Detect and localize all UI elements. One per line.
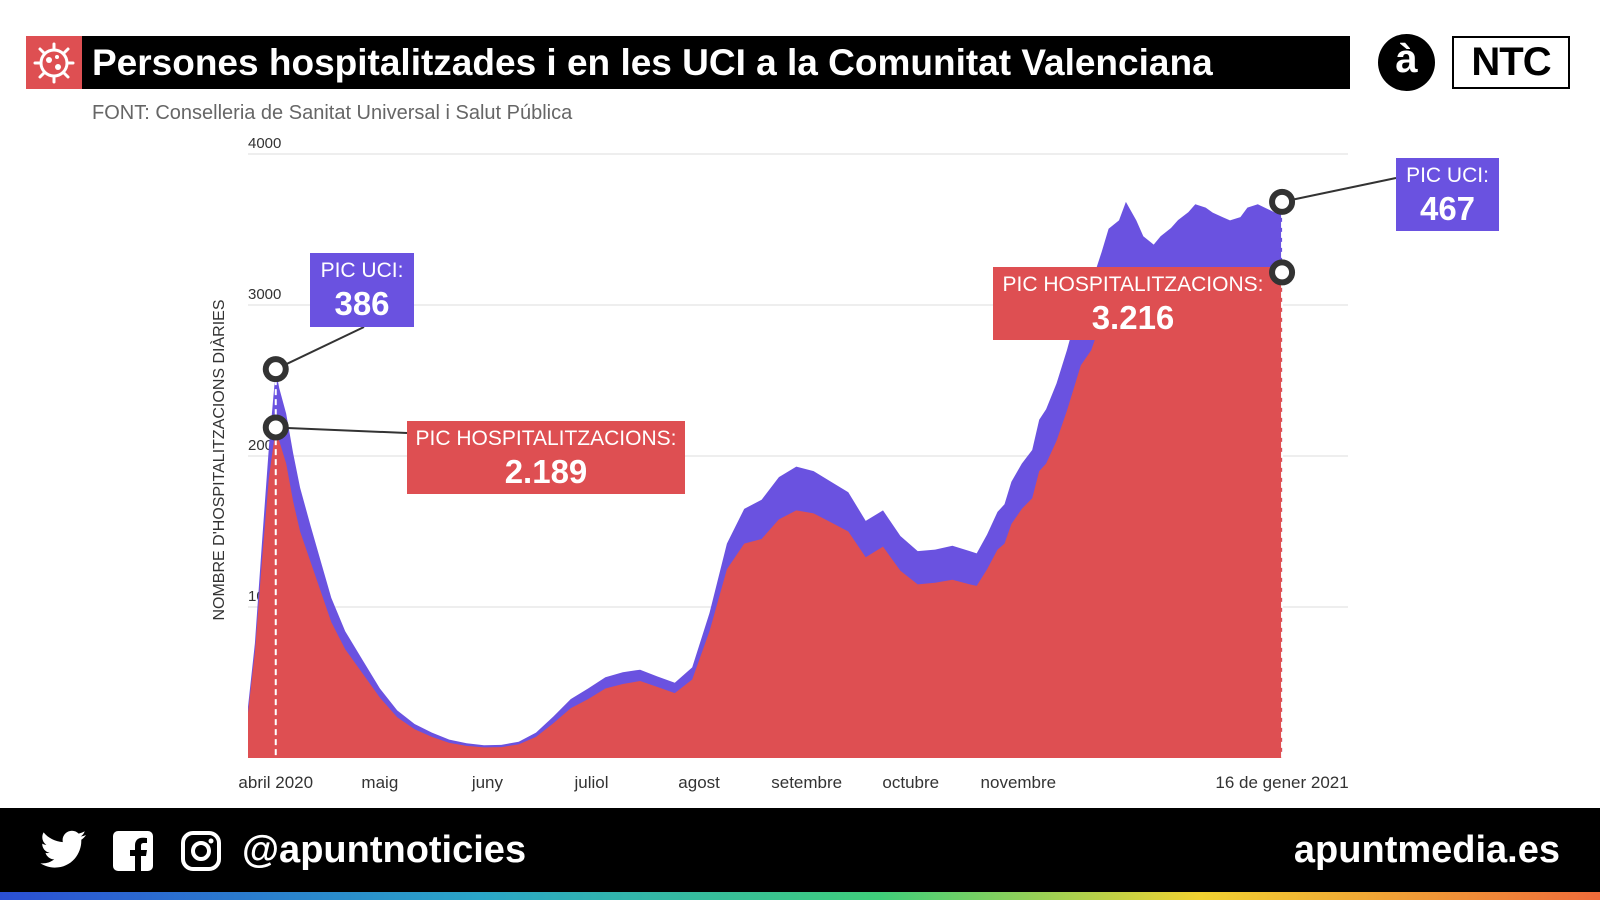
peak-marker <box>1269 188 1296 215</box>
annotation-value: 3.216 <box>1092 299 1175 336</box>
annotation-box <box>993 267 1273 340</box>
website-link[interactable]: apuntmedia.es <box>1293 829 1560 871</box>
x-tick-label: setembre <box>771 773 842 792</box>
x-tick-label: octubre <box>882 773 939 792</box>
y-tick-label: 3000 <box>248 286 281 303</box>
x-tick-label: agost <box>678 773 720 792</box>
virus-icon <box>33 42 75 83</box>
footer-color-strip <box>0 892 1600 900</box>
chart: 01000200030004000NOMBRE D'HOSPITALITZACI… <box>209 135 1499 792</box>
annotation-box <box>407 421 685 494</box>
peak-annotation: PIC HOSPITALITZACIONS: 3.216 <box>993 259 1296 340</box>
annotation-label: PIC UCI: <box>1406 164 1489 187</box>
annotation-label: PIC UCI: <box>321 259 404 282</box>
annotation-value: 2.189 <box>505 453 588 490</box>
peak-annotation: PIC UCI: 386 <box>262 253 414 383</box>
annotation-label: PIC HOSPITALITZACIONS: <box>416 427 677 450</box>
logo-a: à <box>1378 34 1435 91</box>
x-tick-label: abril 2020 <box>238 773 313 792</box>
facebook-icon[interactable] <box>112 830 154 872</box>
header-icon-box <box>26 36 82 89</box>
annotation-box <box>310 253 414 327</box>
y-tick-label: 4000 <box>248 135 281 152</box>
footer: @apuntnoticies apuntmedia.es <box>0 808 1600 892</box>
annotation-value: 467 <box>1420 190 1475 227</box>
x-tick-label: juliol <box>574 773 609 792</box>
peak-marker <box>262 414 289 441</box>
x-tick-label: novembre <box>981 773 1057 792</box>
annotation-leader <box>275 326 365 371</box>
instagram-icon[interactable] <box>180 830 222 872</box>
x-tick-label: maig <box>361 773 398 792</box>
peak-annotation: PIC HOSPITALITZACIONS: 2.189 <box>262 414 685 494</box>
peak-marker <box>262 356 289 383</box>
social-handle[interactable]: @apuntnoticies <box>242 829 527 871</box>
annotation-leader <box>1281 177 1397 203</box>
hospital-area <box>248 272 1283 758</box>
annotation-label: PIC HOSPITALITZACIONS: <box>1003 273 1264 296</box>
annotation-value: 386 <box>334 285 389 322</box>
twitter-icon[interactable] <box>40 830 88 872</box>
x-tick-label: 16 de gener 2021 <box>1215 773 1348 792</box>
source-note: FONT: Conselleria de Sanitat Universal i… <box>92 102 573 124</box>
y-axis-label: NOMBRE D'HOSPITALITZACIONS DIÀRIES <box>209 299 228 620</box>
chart-title: Persones hospitalitzades i en les UCI a … <box>82 36 1350 89</box>
annotation-box <box>1396 158 1499 231</box>
peak-marker <box>1269 259 1296 286</box>
x-tick-label: juny <box>471 773 504 792</box>
annotation-leader <box>275 426 408 434</box>
logo-ntc: NTC <box>1452 36 1570 89</box>
peak-annotation: PIC UCI: 467 <box>1269 158 1499 231</box>
